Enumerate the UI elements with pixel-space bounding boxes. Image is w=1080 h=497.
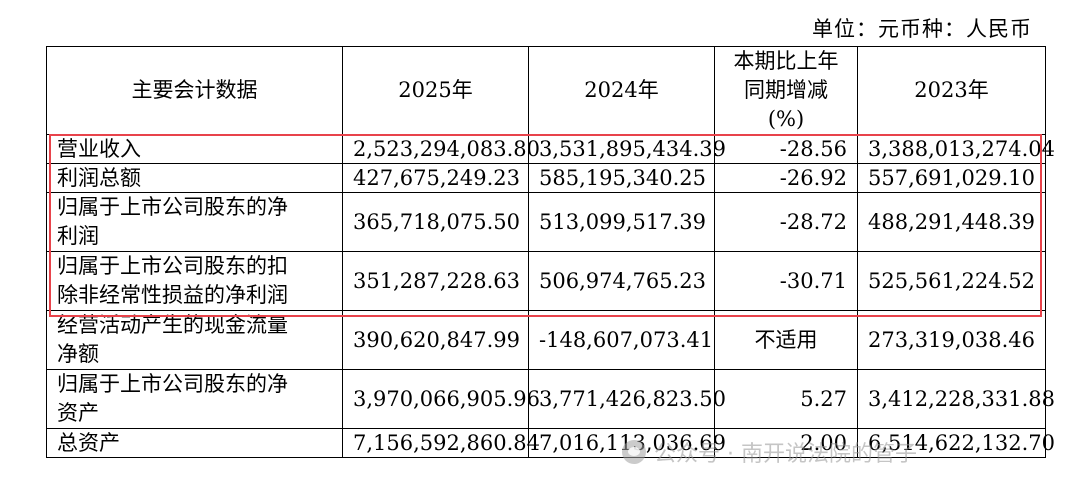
cell-2024: 3,531,895,434.39 [528, 134, 726, 164]
cell-2023: 273,319,038.46 [857, 310, 1046, 370]
cell-2024: 7,016,113,036.69 [528, 428, 726, 458]
header-change-line1: 本期比上年 [733, 49, 839, 73]
header-change-line2: 同期增减 [744, 78, 828, 102]
header-change-line3: (%) [767, 107, 805, 131]
cell-2023: 3,412,228,331.88 [857, 369, 1055, 429]
wechat-icon [622, 440, 646, 464]
header-2024: 2024年 [528, 46, 715, 135]
header-item: 主要会计数据 [46, 46, 343, 135]
row-label-line1: 归属于上市公司股东的扣 [57, 254, 288, 278]
row-label: 归属于上市公司股东的净 利润 [46, 192, 343, 252]
cell-change: -28.72 [714, 192, 858, 252]
row-label: 归属于上市公司股东的净 资产 [46, 369, 343, 429]
cell-2023: 488,291,448.39 [857, 192, 1046, 252]
cell-change: 5.27 [714, 369, 858, 429]
row-label-line2: 除非经常性损益的净利润 [57, 283, 288, 307]
row-label: 营业收入 [46, 134, 343, 164]
cell-2024: -148,607,073.41 [528, 310, 715, 370]
header-change: 本期比上年 同期增减 (%) [714, 46, 858, 135]
cell-2024: 585,195,340.25 [528, 163, 715, 193]
row-label: 利润总额 [46, 163, 343, 193]
row-label-line2: 净额 [57, 342, 99, 366]
watermark-text: 公众号 · 南开说法院的管子 [654, 442, 917, 467]
cell-change: 不适用 [714, 310, 858, 370]
cell-2025: 390,620,847.99 [342, 310, 529, 370]
row-label: 归属于上市公司股东的扣 除非经常性损益的净利润 [46, 251, 343, 311]
table-row: 归属于上市公司股东的净 利润 365,718,075.50 513,099,51… [46, 192, 1046, 252]
row-label-line2: 利润 [57, 224, 99, 248]
cell-2023: 3,388,013,274.04 [857, 134, 1055, 164]
financial-data-table: 主要会计数据 2025年 2024年 本期比上年 同期增减 (%) 2023年 … [46, 46, 1055, 458]
cell-2025: 351,287,228.63 [342, 251, 529, 311]
table-row: 总资产 7,156,592,860.84 7,016,113,036.69 2.… [46, 428, 1055, 458]
row-label: 经营活动产生的现金流量 净额 [46, 310, 343, 370]
row-label-line2: 资产 [57, 401, 99, 425]
row-label-line1: 归属于上市公司股东的净 [57, 195, 288, 219]
table-row: 经营活动产生的现金流量 净额 390,620,847.99 -148,607,0… [46, 310, 1046, 370]
header-2025: 2025年 [342, 46, 529, 135]
header-row: 主要会计数据 2025年 2024年 本期比上年 同期增减 (%) 2023年 [46, 46, 1046, 135]
cell-2023: 525,561,224.52 [857, 251, 1046, 311]
cell-2025: 3,970,066,905.96 [342, 369, 540, 429]
row-label: 总资产 [46, 428, 343, 458]
cell-change: -28.56 [714, 134, 858, 164]
cell-2023: 557,691,029.10 [857, 163, 1046, 193]
table-row: 归属于上市公司股东的净 资产 3,970,066,905.96 3,771,42… [46, 369, 1055, 429]
cell-2023: 6,514,622,132.70 [857, 428, 1055, 458]
cell-2024: 3,771,426,823.50 [528, 369, 726, 429]
row-label-line1: 归属于上市公司股东的净 [57, 372, 288, 396]
header-2023: 2023年 [857, 46, 1046, 135]
cell-2025: 427,675,249.23 [342, 163, 529, 193]
unit-note: 单位：元币种：人民币 [812, 17, 1032, 41]
cell-2024: 506,974,765.23 [528, 251, 715, 311]
table-row: 营业收入 2,523,294,083.80 3,531,895,434.39 -… [46, 134, 1055, 164]
cell-2024: 513,099,517.39 [528, 192, 715, 252]
cell-2025: 365,718,075.50 [342, 192, 529, 252]
watermark: 公众号 · 南开说法院的管子 [622, 436, 917, 468]
table-row: 归属于上市公司股东的扣 除非经常性损益的净利润 351,287,228.63 5… [46, 251, 1046, 311]
row-label-line1: 经营活动产生的现金流量 [57, 313, 288, 337]
cell-2025: 2,523,294,083.80 [342, 134, 540, 164]
cell-change: -30.71 [714, 251, 858, 311]
table-row: 利润总额 427,675,249.23 585,195,340.25 -26.9… [46, 163, 1046, 193]
cell-2025: 7,156,592,860.84 [342, 428, 540, 458]
cell-change: -26.92 [714, 163, 858, 193]
cell-change: 2.00 [714, 428, 858, 458]
